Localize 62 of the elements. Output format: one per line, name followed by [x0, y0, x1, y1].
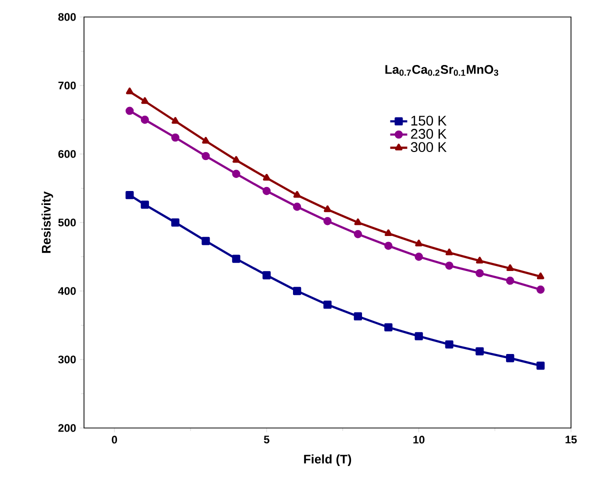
point: [262, 186, 271, 196]
x-tick-label: 10: [413, 436, 424, 444]
point: [293, 191, 301, 198]
point: [476, 256, 484, 264]
point: [384, 242, 392, 250]
y-tick-label: 600: [58, 150, 76, 158]
point: [262, 271, 271, 280]
point: [262, 174, 270, 181]
point: [140, 116, 149, 124]
point: [476, 347, 484, 356]
point: [202, 136, 210, 144]
point: [536, 362, 545, 370]
point: [292, 202, 302, 211]
point: [126, 88, 134, 94]
point: [324, 205, 332, 212]
point: [536, 272, 544, 280]
x-tick-label: 15: [566, 436, 577, 444]
point: [126, 191, 134, 200]
point: [415, 240, 422, 246]
point: [414, 252, 423, 261]
point: [354, 312, 362, 320]
point: [232, 170, 240, 178]
point: [354, 230, 362, 238]
y-tick-label: 400: [58, 287, 76, 295]
point: [536, 286, 545, 294]
point: [506, 276, 514, 285]
x-tick-label: 5: [264, 436, 270, 444]
legend-label: 300 K: [410, 142, 447, 152]
point: [354, 218, 362, 226]
point: [384, 323, 392, 332]
y-tick-label: 300: [58, 356, 76, 364]
legend-label: 230 K: [411, 128, 447, 139]
point: [414, 332, 423, 340]
point: [446, 248, 453, 256]
annotation: La$_{0.7}$Ca$_{0.2}$Sr$_{0.1}$MnO$_{3}$: [385, 65, 498, 76]
point: [506, 354, 514, 362]
y-tick-label: 200: [58, 424, 76, 432]
point: [140, 200, 149, 209]
point: [506, 264, 514, 271]
point: [445, 340, 454, 349]
x-tick-label: 0: [112, 436, 118, 444]
point: [323, 217, 332, 226]
point: [384, 229, 392, 236]
x-axis-title: Field (T): [304, 454, 352, 466]
point: [476, 269, 484, 278]
point: [232, 254, 240, 263]
point: [141, 97, 149, 104]
point: [172, 117, 179, 124]
point: [171, 133, 180, 142]
point: [323, 300, 332, 309]
point: [292, 286, 302, 296]
y-tick-label: 800: [58, 13, 76, 21]
legend-label: 150 K: [411, 116, 447, 126]
point: [126, 106, 134, 115]
y-axis-title: Resistivity: [41, 191, 54, 253]
point: [202, 152, 210, 160]
y-tick-label: 700: [58, 82, 76, 90]
point: [202, 236, 210, 246]
point: [171, 218, 180, 227]
point: [232, 156, 240, 163]
point: [445, 262, 454, 270]
y-tick-label: 500: [58, 218, 76, 226]
